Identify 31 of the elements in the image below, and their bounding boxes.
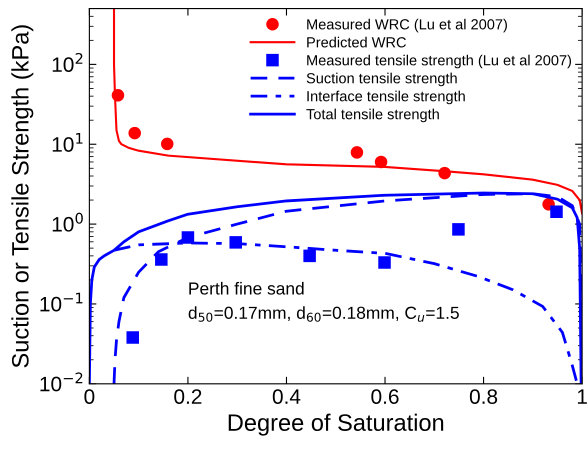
line-series (112, 8, 582, 215)
point (452, 223, 465, 236)
y-tick-label: 10$^{1}$ (52, 133, 82, 152)
point (350, 146, 364, 159)
legend-label: Interface tensile strength (307, 90, 465, 104)
point (128, 126, 141, 140)
point (303, 250, 316, 262)
y-tick-label: 10$^{0}$ (52, 212, 83, 232)
x-tick-label: 0.8 (470, 389, 498, 404)
y-axis-title: Suction or Tensile Strength (kPa) (11, 25, 34, 368)
y-tick-label: 10$^{2}$ (52, 52, 82, 72)
point (126, 331, 139, 344)
legend-label: Measured tensile strength (Lu et al 2007) (307, 54, 572, 68)
point (550, 205, 563, 218)
x-tick-label: 0 (84, 389, 94, 404)
y-tick-label: 10$^{−1}$ (40, 292, 82, 312)
x-axis-title: Degree of Saturation (228, 414, 444, 436)
legend-label: Measured WRC (Lu et al 2007) (307, 18, 507, 32)
x-tick-label: 1 (578, 389, 587, 404)
annotation: d$_{50}$=0.17mm, d$_{60}$=0.18mm, C$_{u}$=1.5 (188, 306, 459, 322)
legend-label: Predicted WRC (307, 36, 406, 48)
point (378, 256, 391, 269)
y-tick-label: 10$^{−2}$ (40, 372, 82, 392)
point (155, 253, 168, 266)
point (160, 138, 174, 150)
x-tick-label: 0.2 (174, 389, 202, 404)
x-tick-label: 0.4 (272, 389, 300, 404)
x-tick-label: 0.6 (371, 389, 399, 404)
annotation: Perth fine sand (189, 282, 304, 295)
legend-label: Suction tensile strength (306, 72, 457, 86)
legend-label: Total tensile strength (306, 108, 439, 122)
